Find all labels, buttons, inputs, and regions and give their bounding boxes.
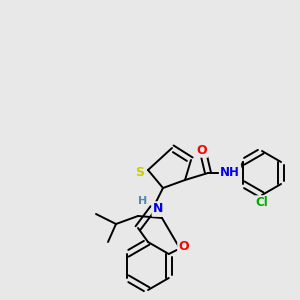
- Text: O: O: [178, 239, 189, 253]
- Text: NH: NH: [220, 166, 240, 178]
- Text: H: H: [138, 196, 148, 206]
- Text: S: S: [136, 166, 145, 178]
- Text: Cl: Cl: [256, 196, 268, 209]
- Text: O: O: [197, 143, 207, 157]
- Text: N: N: [153, 202, 163, 215]
